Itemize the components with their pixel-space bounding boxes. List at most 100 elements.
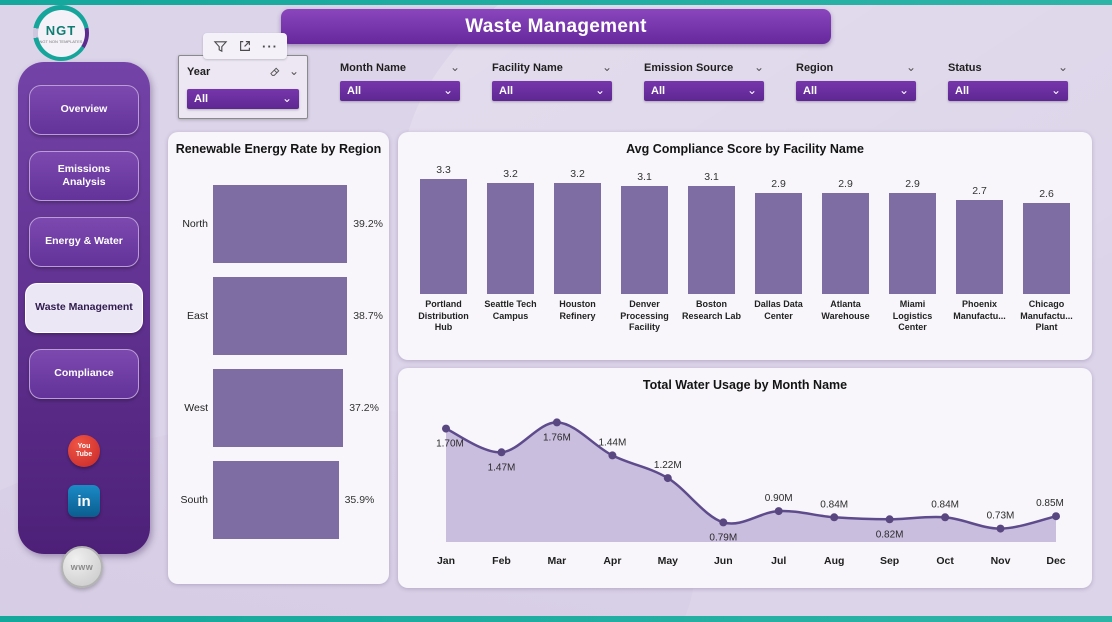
category-label: West [184,402,208,414]
data-label: 1.44M [599,437,627,448]
bar-seattle-tech-campus[interactable] [487,182,534,294]
filter-label-month-name: Month Name [340,62,406,74]
axis-label: Nov [991,555,1011,567]
axis-label: Jan [437,555,455,567]
filter-year-value: All [194,93,209,105]
website-icon[interactable]: www [61,546,103,588]
chevron-down-icon: ⌄ [594,83,605,98]
filter-facility-name-value: All [499,85,514,97]
filter-icon[interactable] [210,36,230,56]
bar-chicago-manufactu-plant[interactable] [1023,203,1070,294]
ngt-logo: NGT NGT NON TEMPLATES [33,5,89,61]
data-label: 1.22M [654,460,682,471]
sidebar-item-label: Waste Management [35,301,133,314]
category-label: Boston Research Lab [681,299,742,321]
data-label: 0.90M [765,493,793,504]
filter-header-status: Status ⌄ [948,60,1068,75]
filter-header-icons: ⌄ [601,60,612,75]
data-point [941,513,950,522]
more-options-icon[interactable]: ··· [262,38,278,54]
data-label: 1.70M [436,439,464,450]
bar-miami-logistics-center[interactable] [889,192,936,294]
filter-header-emission-source: Emission Source ⌄ [644,60,764,75]
chevron-down-icon[interactable]: ⌄ [1057,60,1068,75]
data-point [663,474,672,483]
data-point [442,424,450,433]
chevron-down-icon[interactable]: ⌄ [601,60,612,75]
bar-column-denver-processing-facility: 3.1 Denver Processing Facility [613,160,677,343]
sidebar-item-waste-management[interactable]: Waste Management [25,283,143,333]
data-point [996,524,1005,533]
chevron-down-icon[interactable]: ⌄ [288,64,299,79]
open-in-new-icon[interactable] [235,36,255,56]
data-point [830,513,839,522]
bar-south[interactable] [213,461,339,539]
filter-month-name-dropdown[interactable]: All ⌄ [340,81,460,101]
filter-region-dropdown[interactable]: All ⌄ [796,81,916,101]
bar-column-atlanta-warehouse: 2.9 Atlanta Warehouse [814,160,878,343]
data-point [719,518,728,527]
page-title: Waste Management [465,15,647,37]
bar-portland-distribution-hub[interactable] [420,179,467,294]
filter-year-dropdown[interactable]: All ⌄ [187,89,299,109]
filter-header-icons: ⌄ [905,60,916,75]
bar-phoenix-manufactu[interactable] [956,199,1003,294]
axis-label: Oct [936,555,954,567]
category-label: Houston Refinery [559,299,596,321]
bar-stack: 2.9 [889,160,936,294]
sidebar-item-compliance[interactable]: Compliance [29,349,139,399]
axis-label: Apr [603,555,621,567]
category-label: Seattle Tech Campus [484,299,537,321]
filter-facility-name-dropdown[interactable]: All ⌄ [492,81,612,101]
renewable-energy-chart: North 39.2% East 38.7% West 37.2% South 35.9% [168,156,389,540]
bar-dallas-data-center[interactable] [755,192,802,294]
data-point [885,515,894,524]
filter-status-dropdown[interactable]: All ⌄ [948,81,1068,101]
sidebar-item-emissions-analysis[interactable]: Emissions Analysis [29,151,139,201]
bar-denver-processing-facility[interactable] [621,185,668,294]
bar-column-boston-research-lab: 3.1 Boston Research Lab [680,160,744,343]
eraser-icon[interactable] [265,62,285,82]
sidebar-item-label: Emissions Analysis [57,162,111,188]
chevron-down-icon[interactable]: ⌄ [449,60,460,75]
data-label: 1.76M [543,432,571,443]
chevron-down-icon: ⌄ [898,83,909,98]
data-label: 0.84M [820,499,848,510]
bar-boston-research-lab[interactable] [688,185,735,294]
chevron-down-icon: ⌄ [442,83,453,98]
page-title-bar: Waste Management [281,9,831,44]
data-point [552,418,561,427]
sidebar-item-energy-water[interactable]: Energy & Water [29,217,139,267]
data-label: 0.84M [931,499,959,510]
data-label: 0.85M [1036,498,1064,509]
filter-emission-source-dropdown[interactable]: All ⌄ [644,81,764,101]
filter-header-icons: ⌄ [1057,60,1068,75]
chevron-down-icon[interactable]: ⌄ [753,60,764,75]
water-usage-chart: 1.70M 1.47M 1.76M 1.44M 1.22M 0.79M 0.90M 0.84M… [398,392,1092,580]
axis-label: Jun [714,555,733,567]
bar-north[interactable] [213,185,348,263]
bar-east[interactable] [213,277,348,355]
bar-column-phoenix-manufactu: 2.7 Phoenix Manufactu... [948,160,1012,343]
bar-stack: 3.3 [420,160,467,294]
linkedin-icon[interactable]: in [68,485,100,517]
sidebar: Overview Emissions Analysis Energy & Water… [18,62,150,554]
bar-houston-refinery[interactable] [554,182,601,294]
bar-stack: 3.2 [487,160,534,294]
filter-status: Status ⌄ All ⌄ [948,60,1068,101]
bar-atlanta-warehouse[interactable] [822,192,869,294]
category-label: Portland Distribution Hub [418,299,469,333]
filter-header-icons: ⌄ [753,60,764,75]
data-label: 0.73M [987,511,1015,522]
bar-stack: 3.2 [554,160,601,294]
value-label: 39.2% [353,218,383,230]
visual-toolbar: ··· [203,33,287,59]
renewable-energy-card: Renewable Energy Rate by Region North 39.… [168,132,389,584]
sidebar-item-overview[interactable]: Overview [29,85,139,135]
chevron-down-icon[interactable]: ⌄ [905,60,916,75]
value-label: 2.7 [972,184,987,197]
youtube-icon[interactable]: You Tube [68,435,100,467]
data-point [774,507,783,516]
bar-column-houston-refinery: 3.2 Houston Refinery [546,160,610,343]
bar-west[interactable] [213,369,344,447]
